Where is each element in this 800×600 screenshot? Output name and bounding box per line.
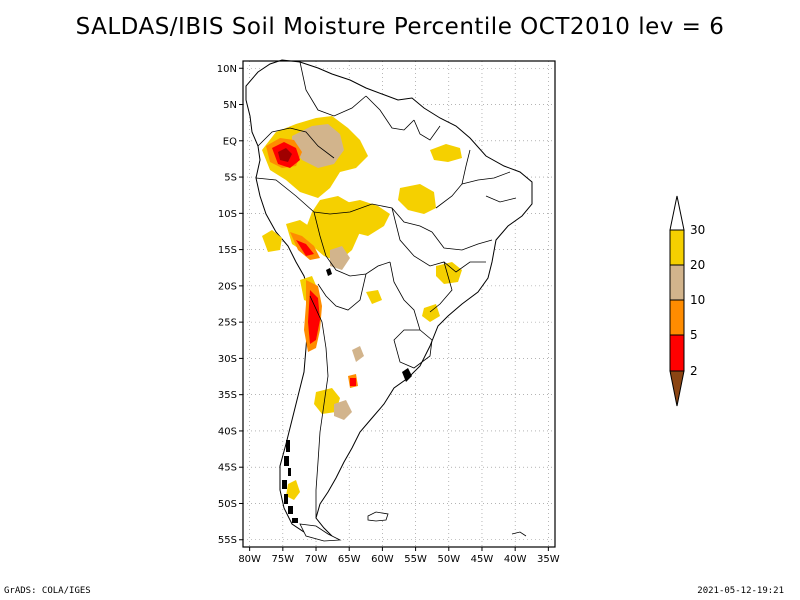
shade-region (296, 240, 314, 256)
legend-swatch-2-5 (669, 334, 685, 372)
border-line (429, 261, 453, 313)
shade-region (398, 184, 436, 214)
shade-region (286, 480, 300, 500)
tierra-del-fuego (299, 523, 342, 542)
shade-region (262, 230, 282, 252)
lon-tick-label: 75W (272, 554, 295, 565)
lat-tick-label: 5S (224, 173, 237, 184)
lat-tick-label: 15S (218, 245, 237, 256)
lat-tick-label: 25S (218, 318, 237, 329)
legend-label: 30 (690, 223, 705, 237)
lon-tick-label: 40W (504, 554, 527, 565)
border-line (365, 95, 415, 131)
map-title: SALDAS/IBIS Soil Moisture Percentile OCT… (75, 14, 725, 40)
lat-tick-label: 55S (218, 535, 237, 546)
border-line (431, 231, 493, 251)
longitude-axis: 80W 75W 70W 65W 60W 55W 50W 45W 40W 35W (238, 547, 560, 565)
footer-credit: GrADS: COLA/IGES (4, 586, 91, 596)
border-line (257, 127, 335, 159)
lat-tick-label: 35S (218, 390, 237, 401)
legend-swatch-below-2 (669, 370, 685, 407)
lon-tick-label: 65W (338, 554, 361, 565)
lat-tick-label: 10S (218, 209, 237, 220)
lon-tick-label: 35W (537, 554, 560, 565)
south-georgia (511, 531, 527, 537)
lat-tick-label: 30S (218, 354, 237, 365)
shade-region (314, 388, 340, 414)
shade-region (340, 200, 390, 236)
border-line (317, 273, 367, 311)
shade-region (366, 290, 382, 304)
chilean-archipelago (282, 440, 298, 523)
legend-labels: 30 20 10 5 2 (690, 223, 705, 378)
border-line (299, 61, 367, 117)
border-line (461, 171, 511, 185)
lat-tick-label: 20S (218, 281, 237, 292)
border-line (413, 119, 441, 141)
border-line (435, 149, 471, 209)
shade-region (308, 290, 320, 344)
latitude-axis: 10N 5N EQ 5S 10S 15S 20S 25S 30S 35S 40S 45S 50S 55S (217, 64, 243, 546)
legend-swatch-20-30 (669, 229, 685, 266)
legend-label: 10 (690, 293, 705, 307)
shade-region (350, 378, 356, 386)
shade-region (430, 144, 462, 162)
plot-frame (242, 60, 556, 548)
lat-tick-label: EQ (223, 136, 237, 147)
shade-region (422, 304, 440, 322)
legend-label: 20 (690, 258, 705, 272)
border-line (313, 211, 391, 277)
lon-tick-label: 55W (404, 554, 427, 565)
border-line (255, 177, 433, 233)
shade-region (352, 346, 364, 362)
lon-tick-label: 50W (437, 554, 460, 565)
border-line (391, 207, 486, 273)
legend-swatch-5-10 (669, 299, 685, 336)
lake-titicaca (326, 268, 332, 276)
legend-swatch-10-20 (669, 264, 685, 301)
border-line (393, 329, 433, 369)
falkland-islands (367, 511, 389, 522)
lat-tick-label: 50S (218, 499, 237, 510)
shade-region (436, 262, 462, 284)
shade-region (278, 148, 292, 162)
legend-swatch-above-30 (669, 195, 685, 231)
legend-label: 2 (690, 364, 698, 378)
country-borders (255, 61, 517, 518)
border-line (309, 295, 329, 518)
border-line (485, 195, 517, 203)
legend-label: 5 (690, 328, 698, 342)
lon-tick-label: 80W (238, 554, 261, 565)
lon-tick-label: 60W (371, 554, 394, 565)
border-line (389, 261, 421, 331)
color-legend (669, 195, 685, 407)
shade-region (330, 246, 350, 270)
lagoa-dos-patos (402, 368, 412, 382)
lon-tick-label: 45W (471, 554, 494, 565)
lat-tick-label: 10N (217, 64, 237, 75)
footer-timestamp: 2021-05-12-19:21 (697, 586, 784, 596)
lat-tick-label: 5N (223, 100, 237, 111)
lon-tick-label: 70W (305, 554, 328, 565)
lat-tick-label: 45S (218, 463, 237, 474)
lat-tick-label: 40S (218, 426, 237, 437)
shade-region (334, 400, 352, 420)
